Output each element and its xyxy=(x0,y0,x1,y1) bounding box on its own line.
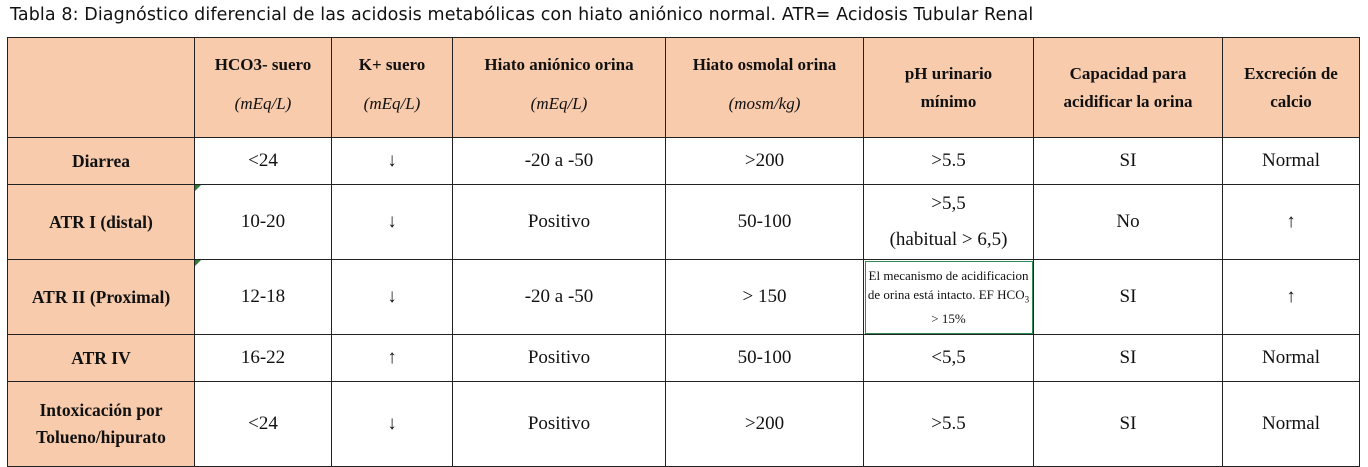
cell-acidify: SI xyxy=(1033,137,1223,185)
cell-osmolal-gap: 50-100 xyxy=(665,334,864,382)
cell-anion-gap: -20 a -50 xyxy=(452,259,666,335)
cell-calcium: Normal xyxy=(1222,334,1360,382)
cell-anion-gap: Positivo xyxy=(452,381,666,467)
row-label: Diarrea xyxy=(7,137,195,185)
header-calcium: Excreción de calcio xyxy=(1222,37,1360,138)
header-osmolal-gap-unit: (mosm/kg) xyxy=(728,94,801,113)
header-row: HCO3- suero (mEq/L) K+ suero (mEq/L) Hia… xyxy=(7,37,1360,138)
header-hco3-unit: (mEq/L) xyxy=(234,94,292,113)
header-osmolal-gap-label: Hiato osmolal orina xyxy=(692,55,837,74)
cell-k: ↓ xyxy=(331,259,453,335)
header-hco3: HCO3- suero (mEq/L) xyxy=(194,37,332,138)
cell-ph-min: <5,5 xyxy=(863,334,1034,382)
cell-anion-gap: -20 a -50 xyxy=(452,137,666,185)
table-row: ATR I (distal) 10-20 ↓ Positivo 50-100 >… xyxy=(7,184,1360,260)
header-k: K+ suero (mEq/L) xyxy=(331,37,453,138)
ph-min-note-tail: > 15% xyxy=(931,311,966,327)
header-anion-gap: Hiato aniónico orina (mEq/L) xyxy=(452,37,666,138)
row-label: ATR IV xyxy=(7,334,195,382)
cell-hco3: 16-22 xyxy=(194,334,332,382)
cell-hco3: <24 xyxy=(194,381,332,467)
cell-osmolal-gap: >200 xyxy=(665,137,864,185)
ph-min-value: >5,5 xyxy=(931,193,966,214)
cell-anion-gap: Positivo xyxy=(452,184,666,260)
cell-hco3: 10-20 xyxy=(194,184,332,260)
differential-diagnosis-table: HCO3- suero (mEq/L) K+ suero (mEq/L) Hia… xyxy=(7,37,1360,467)
ph-min-note-text: El mecanismo de acidificacion de orina e… xyxy=(867,267,1029,302)
row-label: ATR II (Proximal) xyxy=(7,259,195,335)
cell-osmolal-gap: > 150 xyxy=(665,259,864,335)
row-label-line1: Intoxicación por xyxy=(39,400,163,420)
cell-k: ↓ xyxy=(331,381,453,467)
row-label-line2: Tolueno/hipurato xyxy=(36,427,166,447)
cell-hco3: <24 xyxy=(194,137,332,185)
table-row: Diarrea <24 ↓ -20 a -50 >200 >5.5 SI Nor… xyxy=(7,137,1360,185)
header-osmolal-gap: Hiato osmolal orina (mosm/kg) xyxy=(665,37,864,138)
header-anion-gap-unit: (mEq/L) xyxy=(530,94,588,113)
cell-ph-min-note: El mecanismo de acidificacion de orina e… xyxy=(863,259,1034,335)
cell-calcium: ↑ xyxy=(1222,259,1360,335)
table-row: ATR IV 16-22 ↑ Positivo 50-100 <5,5 SI N… xyxy=(7,334,1360,382)
cell-hco3: 12-18 xyxy=(194,259,332,335)
cell-ph-min: >5.5 xyxy=(863,137,1034,185)
cell-acidify: SI xyxy=(1033,259,1223,335)
cell-k: ↓ xyxy=(331,184,453,260)
cell-acidify: SI xyxy=(1033,334,1223,382)
table-row: Intoxicación por Tolueno/hipurato <24 ↓ … xyxy=(7,381,1360,467)
cell-calcium: Normal xyxy=(1222,381,1360,467)
ph-min-note: (habitual > 6,5) xyxy=(889,229,1008,250)
cell-anion-gap: Positivo xyxy=(452,334,666,382)
table-caption: Tabla 8: Diagnóstico diferencial de las … xyxy=(10,5,1034,25)
cell-osmolal-gap: >200 xyxy=(665,381,864,467)
header-ph-min: pH urinario mínimo xyxy=(863,37,1034,138)
header-hco3-label: HCO3- suero xyxy=(214,55,312,74)
cell-ph-min: >5,5 (habitual > 6,5) xyxy=(863,184,1034,260)
ph-min-note-subscript: 3 xyxy=(1024,294,1030,305)
cell-acidify: SI xyxy=(1033,381,1223,467)
cell-ph-min: >5.5 xyxy=(863,381,1034,467)
cell-osmolal-gap: 50-100 xyxy=(665,184,864,260)
row-label: ATR I (distal) xyxy=(7,184,195,260)
header-anion-gap-label: Hiato aniónico orina xyxy=(484,55,634,74)
header-acidify: Capacidad para acidificar la orina xyxy=(1033,37,1223,138)
header-k-label: K+ suero xyxy=(358,55,426,74)
header-blank xyxy=(7,37,195,138)
cell-calcium: ↑ xyxy=(1222,184,1360,260)
cell-k: ↓ xyxy=(331,137,453,185)
cell-k: ↑ xyxy=(331,334,453,382)
cell-calcium: Normal xyxy=(1222,137,1360,185)
row-label: Intoxicación por Tolueno/hipurato xyxy=(7,381,195,467)
header-k-unit: (mEq/L) xyxy=(363,94,421,113)
table-row: ATR II (Proximal) 12-18 ↓ -20 a -50 > 15… xyxy=(7,259,1360,335)
cell-acidify: No xyxy=(1033,184,1223,260)
